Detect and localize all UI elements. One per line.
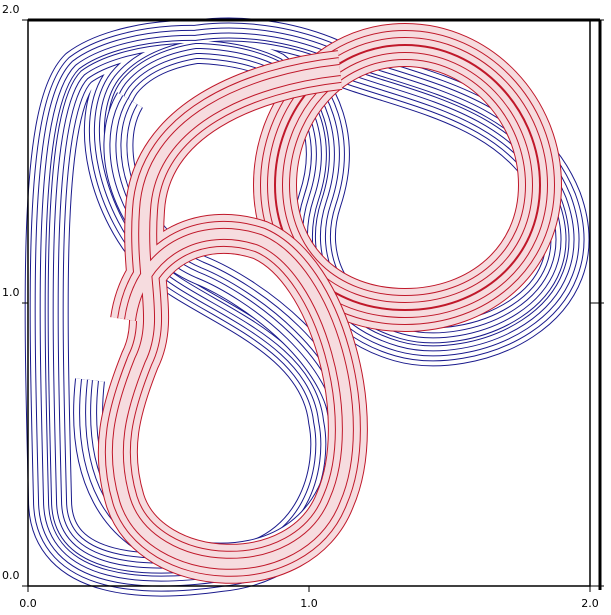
x-tick-label: 0.0: [19, 597, 37, 610]
y-tick-label: 1.0: [2, 286, 20, 299]
x-tick-label: 1.0: [300, 597, 318, 610]
y-tick-label: 0.0: [2, 569, 20, 582]
y-tick-label: 2.0: [2, 3, 20, 16]
x-tick-label: 2.0: [581, 597, 599, 610]
